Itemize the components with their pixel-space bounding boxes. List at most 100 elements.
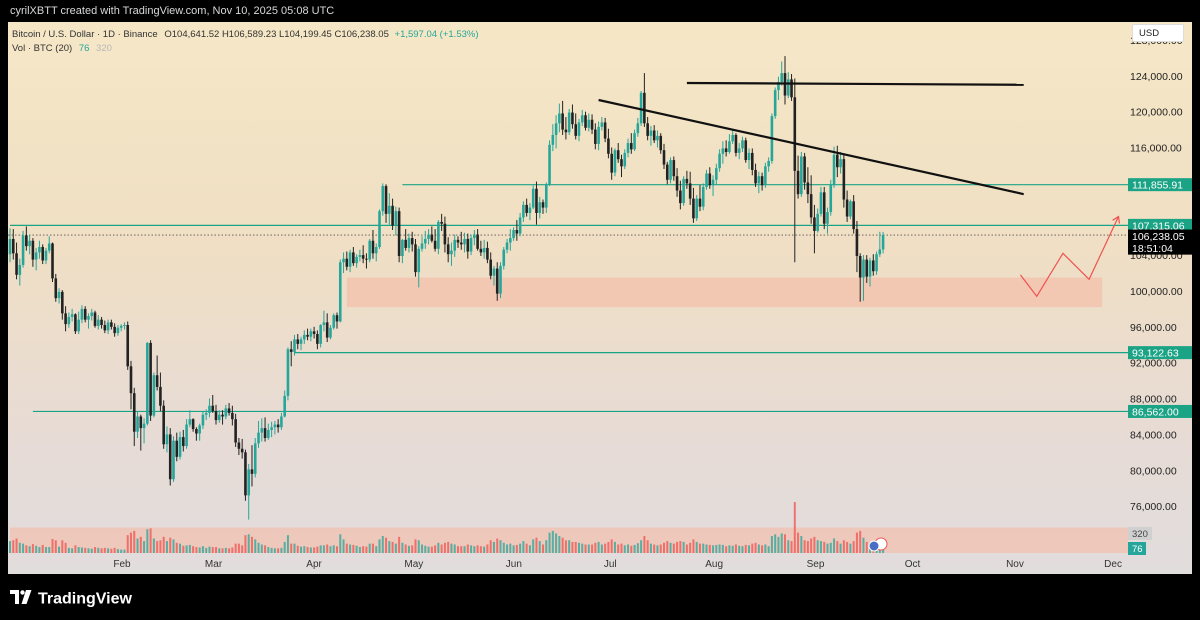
candle-body — [711, 179, 715, 186]
candle-body — [234, 419, 237, 443]
candle-body — [136, 416, 139, 432]
candle-body — [715, 168, 718, 180]
volume-bar — [100, 548, 103, 553]
candle-body — [54, 278, 58, 299]
candlestick-chart[interactable]: 76,000.00 80,000.00 84,000.00 88,000.00 92,0… — [8, 22, 1192, 574]
candle-body — [289, 349, 293, 352]
volume-bar — [18, 542, 21, 553]
candle-body — [544, 184, 548, 208]
x-axis-label: Apr — [306, 559, 322, 570]
currency-selector[interactable]: USD — [1132, 24, 1184, 42]
candle-body — [325, 322, 329, 338]
volume-bar — [313, 547, 316, 553]
candle-body — [116, 327, 120, 334]
candle-body — [90, 312, 94, 317]
candle-body — [643, 92, 646, 124]
tradingview-logo[interactable]: TradingView — [10, 590, 132, 609]
volume-bar — [528, 545, 531, 553]
candle-body — [244, 452, 247, 496]
volume-bar — [421, 544, 424, 553]
candle-body — [875, 254, 878, 272]
candle-body — [679, 190, 682, 204]
volume-bar — [509, 543, 512, 553]
legend-volume-row: Vol · BTC (20) 76 320 — [12, 42, 479, 55]
volume-bar — [496, 538, 499, 553]
candle-body — [479, 248, 483, 253]
candle-body — [267, 429, 270, 438]
volume-bar — [600, 544, 603, 553]
candle-body — [77, 319, 80, 332]
candle-body — [159, 386, 162, 406]
candle-body — [754, 169, 757, 184]
volume-bar — [329, 546, 332, 553]
volume-bar — [839, 543, 842, 553]
candle-body — [525, 204, 528, 213]
volume-bar — [211, 547, 214, 553]
volume-bar — [358, 547, 361, 553]
y-axis-tick-label: 96,000.00 — [1130, 322, 1177, 334]
candle-body — [551, 134, 555, 145]
event-flag-icon — [868, 540, 880, 552]
candle-body — [564, 129, 568, 133]
volume-bar — [172, 539, 175, 553]
candle-body — [149, 342, 152, 416]
credit-text: cyrilXBTT created with TradingView.com, … — [10, 5, 335, 17]
candle-body — [427, 234, 430, 239]
volume-bar — [414, 539, 417, 553]
volume-bar — [522, 541, 525, 553]
candle-body — [119, 325, 123, 328]
legend-vol-label[interactable]: Vol · BTC (20) — [12, 43, 73, 54]
volume-bar — [800, 536, 803, 553]
volume-bar — [44, 547, 47, 553]
candle-body — [410, 238, 414, 245]
volume-bar — [515, 544, 518, 553]
volume-bar — [169, 537, 172, 553]
volume-bar — [336, 546, 338, 553]
volume-bar — [175, 542, 178, 553]
volume-bar — [349, 544, 352, 553]
candle-body — [852, 201, 855, 230]
volume-bar — [627, 544, 630, 553]
candle-body — [273, 424, 277, 428]
candle-body — [208, 405, 211, 413]
volume-bar — [15, 538, 18, 553]
candle-body — [871, 260, 875, 272]
candle-body — [548, 144, 551, 185]
candle-body — [391, 205, 394, 226]
candle-body — [685, 178, 689, 184]
volume-bar — [859, 530, 862, 553]
volume-bar — [473, 546, 476, 553]
candle-body — [724, 148, 728, 152]
candle-body — [764, 166, 767, 186]
candle-body — [44, 250, 48, 261]
volume-bar — [558, 536, 561, 553]
volume-bar — [450, 543, 453, 553]
candle-body — [8, 238, 12, 255]
volume-bar — [568, 540, 571, 553]
volume-bar — [819, 541, 822, 553]
candle-body — [384, 186, 388, 214]
y-axis-tick-label: 120,000.00 — [1130, 107, 1183, 119]
candle-body — [280, 416, 283, 428]
candle-body — [603, 122, 607, 139]
candle-body — [509, 238, 512, 243]
candle-body — [554, 123, 558, 135]
chart-area[interactable]: 76,000.00 80,000.00 84,000.00 88,000.00 92,0… — [8, 22, 1192, 574]
volume-bar — [692, 539, 695, 553]
candle-body — [175, 440, 179, 457]
candle-body — [652, 130, 656, 141]
volume-bar — [836, 541, 839, 553]
volume-bar — [721, 544, 724, 553]
volume-bar — [277, 548, 280, 553]
y-axis-tick-label: 92,000.00 — [1130, 358, 1177, 370]
legend-symbol[interactable]: Bitcoin / U.S. Dollar · 1D · Binance — [12, 29, 158, 40]
candle-body — [463, 238, 466, 245]
candle-body — [407, 238, 411, 248]
volume-bar — [264, 545, 267, 553]
volume-bar — [342, 539, 345, 553]
price-label-box — [1128, 178, 1192, 192]
volume-bar — [9, 541, 11, 553]
volume-bar — [309, 547, 312, 553]
candle-body — [394, 211, 398, 226]
volume-bar — [728, 545, 731, 553]
